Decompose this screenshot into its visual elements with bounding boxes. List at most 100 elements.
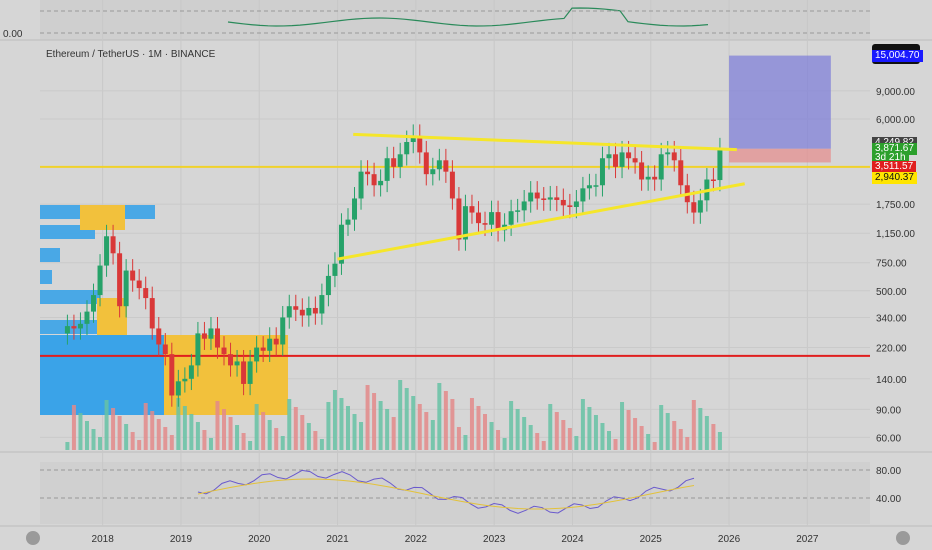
- candle-body: [384, 158, 390, 181]
- volume-bar: [208, 438, 213, 450]
- top-indicator-line: [227, 7, 709, 27]
- price-tag: 15,004.70: [872, 49, 923, 62]
- candle-body: [365, 171, 371, 175]
- volume-bar: [228, 417, 233, 450]
- candle-body: [404, 142, 410, 155]
- volume-bar: [215, 401, 220, 450]
- volume-bar: [182, 406, 187, 450]
- volume-profile-block: [97, 298, 127, 335]
- candle-body: [449, 171, 455, 199]
- candle-body: [423, 152, 429, 175]
- candle-body: [391, 158, 397, 167]
- candle-body: [358, 171, 364, 199]
- volume-bar: [280, 436, 285, 450]
- candle-body: [338, 224, 344, 264]
- rsi-line: [197, 469, 695, 514]
- volume-bar: [287, 399, 292, 450]
- volume-bar: [437, 383, 442, 450]
- volume-profile-block: [40, 335, 164, 415]
- volume-bar: [222, 409, 227, 450]
- price-tag: 2,940.37: [872, 171, 917, 184]
- candle-body: [430, 169, 436, 175]
- volume-bar: [156, 419, 161, 450]
- candle-body: [534, 192, 540, 199]
- volume-bar: [541, 441, 546, 450]
- volume-bar: [424, 412, 429, 450]
- x-tick-label: 2024: [561, 534, 584, 545]
- candle-body: [319, 295, 325, 314]
- volume-profile-bar: [40, 290, 100, 304]
- candle-body: [169, 354, 175, 396]
- top-indicator-panel: [40, 0, 870, 40]
- candle-body: [345, 219, 351, 225]
- volume-bar: [417, 404, 422, 450]
- volume-bar: [359, 422, 364, 450]
- candle-body: [619, 152, 625, 167]
- volume-bar: [593, 415, 598, 450]
- candle-body: [208, 328, 214, 339]
- candle-body: [547, 197, 553, 200]
- candle-body: [410, 135, 416, 143]
- volume-profile-block: [80, 205, 125, 230]
- volume-bar: [698, 408, 703, 450]
- candle-body: [149, 298, 155, 329]
- price-tag: 3,511.57: [872, 160, 917, 173]
- volume-bar: [509, 401, 514, 450]
- volume-bar: [646, 434, 651, 450]
- right-circle-button[interactable]: [896, 531, 910, 545]
- volume-bar: [711, 424, 716, 450]
- volume-bar: [528, 425, 533, 450]
- candle-body: [541, 198, 547, 200]
- candle-body: [234, 361, 240, 366]
- candle-body: [117, 253, 123, 307]
- volume-bar: [476, 406, 481, 450]
- candle-body: [599, 158, 605, 186]
- candle-body: [606, 154, 612, 159]
- volume-bar: [235, 425, 240, 450]
- y-tick-label: 60.00: [876, 433, 901, 444]
- candle-body: [352, 198, 358, 220]
- volume-bar: [65, 442, 70, 450]
- volume-bar: [332, 390, 337, 450]
- candle-body: [84, 311, 90, 324]
- volume-bar: [365, 385, 370, 450]
- candle-body: [515, 210, 521, 212]
- candle-body: [397, 154, 403, 167]
- volume-bar: [489, 422, 494, 450]
- candle-body: [306, 307, 312, 316]
- candle-body: [280, 317, 286, 345]
- candle-body: [371, 174, 377, 186]
- candle-body: [710, 179, 716, 181]
- x-tick-label: 2021: [326, 534, 349, 545]
- volume-bar: [274, 428, 279, 450]
- volume-bar: [463, 435, 468, 450]
- x-tick-label: 2020: [248, 534, 271, 545]
- volume-bar: [293, 407, 298, 450]
- volume-bar: [613, 439, 618, 450]
- volume-bar: [84, 421, 89, 450]
- volume-bar: [606, 431, 611, 450]
- volume-bar: [137, 440, 142, 450]
- candle-body: [436, 160, 442, 170]
- y-tick-label: 340.00: [876, 313, 907, 324]
- left-circle-button[interactable]: [26, 531, 40, 545]
- candle-body: [123, 270, 129, 307]
- candle-body: [469, 206, 475, 213]
- candle-body: [195, 333, 201, 366]
- candle-body: [443, 160, 449, 172]
- x-tick-label: 2023: [483, 534, 506, 545]
- volume-bar: [633, 418, 638, 450]
- volume-bar: [143, 403, 148, 450]
- candle-body: [299, 309, 305, 316]
- volume-bar: [659, 405, 664, 450]
- volume-bar: [326, 402, 331, 450]
- candle-body: [521, 201, 527, 211]
- volume-bar: [483, 414, 488, 450]
- rsi-panel: [40, 462, 870, 524]
- volume-bar: [124, 424, 129, 450]
- candle-body: [286, 306, 292, 318]
- y-tick-label: 9,000.00: [876, 87, 915, 98]
- volume-bar: [411, 396, 416, 450]
- candle-body: [247, 361, 253, 384]
